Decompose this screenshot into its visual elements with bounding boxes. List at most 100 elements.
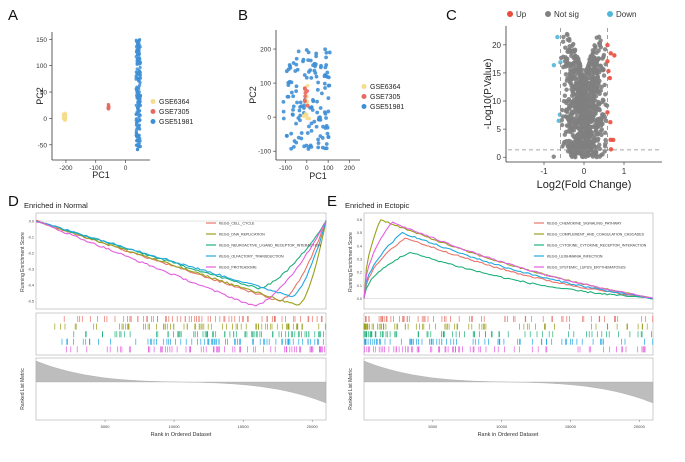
panel-c-point — [577, 91, 582, 96]
panel-c-point — [574, 114, 580, 119]
panel-e-ylabel2: Ranked List Metric — [348, 368, 354, 410]
panel-c-point — [576, 59, 582, 64]
panel-c-point — [597, 43, 603, 48]
panel-c-point — [565, 76, 570, 81]
panel-b-point — [297, 108, 302, 113]
panel-a-point — [136, 101, 140, 105]
panel-c-point — [568, 129, 573, 135]
panel-c-point — [568, 115, 573, 120]
panel-c-point — [587, 57, 592, 62]
panel-e-ytick-label: 0.6 — [357, 218, 362, 222]
panel-c-point — [594, 154, 599, 160]
panel-c-point — [574, 85, 579, 91]
panel-e-xtick-label: 15000 — [565, 424, 577, 429]
panel-c-point — [583, 108, 588, 113]
panel-b-legend-swatch — [361, 94, 367, 99]
panel-b-point — [287, 79, 292, 84]
panel-c-point — [574, 137, 579, 142]
panel-d-ylabel2: Ranked List Metric — [20, 368, 26, 410]
panel-letter-a: A — [8, 7, 18, 24]
panel-a-point — [134, 133, 138, 137]
panel-a-point — [136, 57, 140, 61]
panel-e-metric-area — [363, 360, 654, 404]
panel-c-legend: Up Not sig Down — [507, 10, 636, 19]
panel-c-point — [586, 60, 592, 66]
panel-b-point — [289, 131, 294, 136]
panel-e-ylabel: Running Enrichment Score — [348, 232, 354, 292]
panel-b-xlabel: PC1 — [309, 171, 327, 181]
panel-c-volcano: 0 5 10 15 20 -1 0 1 Log2(Fold Change) -Log10(P… — [483, 10, 662, 191]
panel-c-point — [571, 48, 576, 53]
panel-c-point — [596, 34, 602, 40]
panel-c-point — [558, 55, 564, 61]
panel-b-point — [327, 50, 332, 55]
panel-c-point — [574, 124, 579, 129]
panel-b-point — [302, 106, 306, 110]
panel-b-point — [314, 54, 319, 59]
panel-e-ytick-label: 0.3 — [357, 258, 362, 262]
panel-a-legend-label: GSE51981 — [159, 119, 193, 126]
panel-b-point — [322, 81, 327, 86]
panel-d-es-line — [35, 220, 327, 298]
panel-b-point — [314, 124, 319, 129]
panel-b-point — [316, 141, 321, 145]
panel-c-point — [561, 141, 566, 147]
panel-c-point — [572, 75, 577, 80]
panel-c-point — [573, 106, 578, 112]
panel-c-point — [612, 53, 617, 58]
panel-c-point — [584, 132, 589, 137]
panel-a-point — [135, 62, 139, 66]
panel-d-hits-frame — [35, 312, 327, 356]
panel-c-point — [581, 114, 586, 119]
panel-d-es-line — [35, 220, 327, 306]
panel-c-point — [608, 51, 613, 56]
panel-a-xlabel: PC1 — [92, 170, 110, 180]
panel-b-legend-label: GSE6364 — [370, 84, 400, 91]
panel-b-ytick-label: 200 — [260, 47, 271, 54]
panel-c-point — [570, 103, 575, 109]
panel-b-point — [305, 103, 310, 108]
panel-c-point — [584, 127, 590, 133]
panel-b-xtick-label: 100 — [323, 165, 334, 172]
panel-b-ytick-label: 0 — [267, 115, 271, 122]
panel-b-xtick-label: 200 — [344, 165, 355, 172]
panel-c-point — [564, 31, 570, 37]
panel-c-point — [579, 95, 585, 100]
panel-b-point — [316, 80, 321, 85]
panel-c-point — [590, 140, 595, 145]
panel-c-point — [573, 59, 578, 64]
panel-b-point — [325, 131, 330, 136]
panel-a-point — [138, 61, 142, 65]
panel-c-point — [603, 137, 608, 143]
panel-b-point — [292, 139, 297, 143]
panel-b-point — [294, 121, 298, 126]
panel-a-point — [138, 94, 142, 98]
panel-a-point — [134, 74, 138, 78]
panel-c-point — [589, 80, 595, 85]
panel-a-legend-swatch — [150, 99, 156, 104]
panel-c-point — [564, 98, 570, 104]
panel-c-point — [597, 142, 602, 147]
panel-c-point — [562, 82, 567, 87]
panel-b-ylabel: PC2 — [248, 86, 258, 104]
panel-a-xtick-label: 0 — [124, 165, 128, 172]
panel-c-point — [583, 75, 589, 80]
panel-d-es-frame — [35, 212, 327, 310]
panel-b-point — [298, 100, 303, 105]
panel-c-point — [595, 116, 600, 122]
panel-b-ytick-label: 100 — [260, 81, 271, 88]
panel-c-legend-label: Not sig — [554, 10, 579, 19]
panel-c-point — [600, 113, 605, 118]
panel-b-point — [324, 55, 328, 60]
panel-b-point — [281, 99, 286, 104]
panel-a-point — [137, 142, 141, 146]
panel-b-point — [286, 67, 291, 72]
panel-b-point — [286, 83, 291, 88]
panel-c-point — [599, 84, 604, 90]
panel-c-point — [583, 102, 588, 107]
panel-c-point — [565, 37, 571, 42]
panel-c-point — [570, 125, 576, 130]
panel-c-point — [563, 45, 568, 50]
panel-c-point — [563, 72, 569, 77]
